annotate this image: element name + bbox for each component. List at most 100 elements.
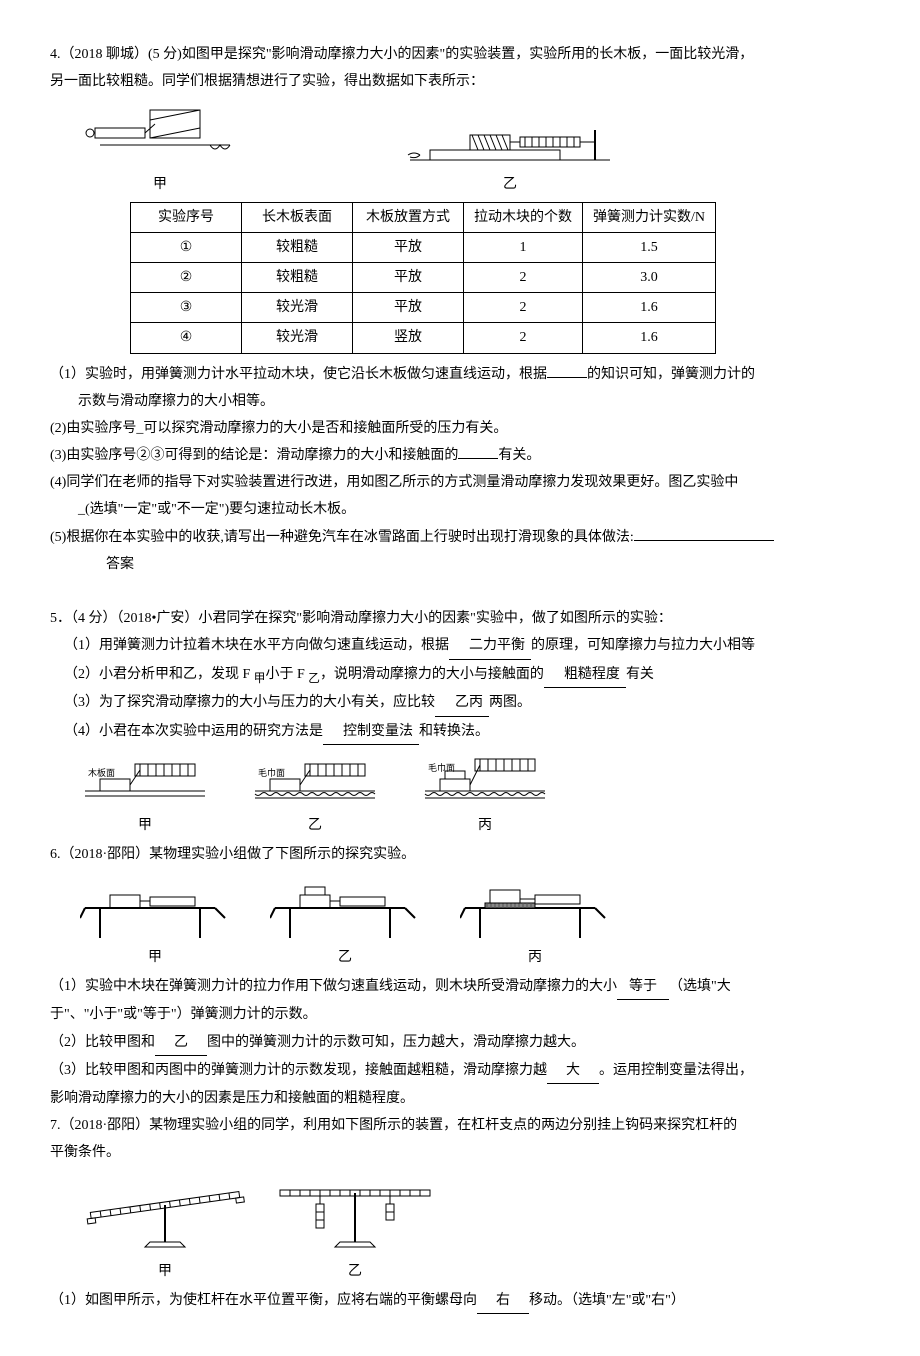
q5-figures: 木板面 甲 毛巾面 乙 [80,751,870,838]
txt: （1）用弹簧测力计拉着木块在水平方向做匀速直线运动，根据 [64,638,449,653]
q4-part3: (3)由实验序号②③可得到的结论是：滑动摩擦力的大小和接触面的 有关。 [50,443,870,468]
answer-fill: 乙 [155,1030,207,1056]
th: 长木板表面 [242,202,353,232]
txt: （3）比较甲图和丙图中的弹簧测力计的示数发现，接触面越粗糙，滑动摩擦力越 [50,1063,547,1078]
td: 2 [464,323,583,353]
txt: 小于 F [265,667,308,682]
sub: 甲 [254,671,266,684]
question-7: 7.（2018·邵阳）某物理实验小组的同学，利用如下图所示的装置，在杠杆支点的两… [50,1113,870,1314]
q6-fig-c: 丙 [460,873,610,970]
q4-fig-yi-label: 乙 [503,172,517,197]
q5-part1: （1）用弹簧测力计拉着木块在水平方向做匀速直线运动，根据二力平衡的原理，可知摩擦… [50,633,870,659]
q4-fig-jia: 甲 [80,100,240,197]
txt: 的知识可知，弹簧测力计的 [587,367,755,382]
friction-setup-icon: 毛巾面 [420,751,550,811]
table-friction-icon [270,873,420,943]
blank[interactable] [458,458,498,459]
question-6: 6.（2018·邵阳）某物理实验小组做了下图所示的探究实验。 甲 [50,842,870,1111]
txt: 图中的弹簧测力计的示数可知，压力越大，滑动摩擦力越大。 [207,1035,585,1050]
txt: ，说明滑动摩擦力的大小与接触面的 [320,667,544,682]
q6-part3-cont: 影响滑动摩擦力的大小的因素是压力和接触面的粗糙程度。 [50,1086,870,1111]
q4-fig-yi: 乙 [400,115,620,197]
q4-part2: (2)由实验序号_可以探究滑动摩擦力的大小是否和接触面所受的压力有关。 [50,416,870,441]
q6-fig-a: 甲 [80,873,230,970]
th: 拉动木块的个数 [464,202,583,232]
q5-fig-c: 毛巾面 丙 [420,751,550,838]
surface-label: 毛巾面 [258,767,285,778]
label: 乙 [308,813,322,838]
td: 较粗糙 [242,262,353,292]
q6-stem: 6.（2018·邵阳）某物理实验小组做了下图所示的探究实验。 [50,842,870,867]
friction-setup-icon: 木板面 [80,756,210,811]
q7-part1: （1）如图甲所示，为使杠杆在水平位置平衡，应将右端的平衡螺母向右移动。（选填"左… [50,1288,870,1314]
th: 弹簧测力计实数/N [583,202,716,232]
th: 木板放置方式 [353,202,464,232]
txt: 有关 [626,667,654,682]
td: 平放 [353,293,464,323]
sub: 乙 [308,671,320,684]
txt: （1）如图甲所示，为使杠杆在水平位置平衡，应将右端的平衡螺母向 [50,1293,477,1308]
txt: 移动。（选填"左"或"右"） [529,1293,685,1308]
td: 1.6 [583,293,716,323]
q6-part1-cont: 于"、"小于"或"等于"）弹簧测力计的示数。 [50,1002,870,1027]
blank[interactable] [547,377,587,378]
q7-figures: 甲 乙 [80,1172,870,1284]
td: 较光滑 [242,323,353,353]
txt: （2）比较甲图和 [50,1035,155,1050]
q7-fig-b: 乙 [270,1172,440,1284]
txt: （4）小君在本次实验中运用的研究方法是 [64,724,323,739]
txt: 有关。 [498,448,540,463]
lever-balanced-icon [270,1172,440,1257]
q5-stem: 5．（4 分）（2018•广安）小君同学在探究"影响滑动摩擦力大小的因素"实验中… [50,606,870,631]
q7-fig-a: 甲 [80,1172,250,1284]
label: 丙 [478,813,492,838]
answer-fill: 二力平衡 [449,633,531,659]
txt: （2）小君分析甲和乙，发现 F [64,667,254,682]
answer-fill: 乙丙 [435,690,489,716]
txt: （1）实验中木块在弹簧测力计的拉力作用下做匀速直线运动，则木块所受滑动摩擦力的大… [50,979,617,994]
q4-figures: 甲 [80,100,870,197]
td: 较光滑 [242,293,353,323]
td: ③ [131,293,242,323]
td: 平放 [353,232,464,262]
txt: 和转换法。 [419,724,489,739]
q6-figures: 甲 乙 [80,873,870,970]
td: 3.0 [583,262,716,292]
spring-scale-block-icon [80,100,240,170]
q6-part3: （3）比较甲图和丙图中的弹簧测力计的示数发现，接触面越粗糙，滑动摩擦力越大。运用… [50,1058,870,1084]
answer-fill: 右 [477,1288,529,1314]
td: 2 [464,293,583,323]
txt: (5)根据你在本实验中的收获,请写出一种避免汽车在冰雪路面上行驶时出现打滑现象的… [50,530,634,545]
q4-fig-jia-label: 甲 [153,172,167,197]
td: ① [131,232,242,262]
question-4: 4.（2018 聊城）(5 分)如图甲是探究"影响滑动摩擦力大小的因素"的实验装… [50,42,870,577]
q6-part1: （1）实验中木块在弹簧测力计的拉力作用下做匀速直线运动，则木块所受滑动摩擦力的大… [50,974,870,1000]
txt: (3)由实验序号②③可得到的结论是：滑动摩擦力的大小和接触面的 [50,448,458,463]
th: 实验序号 [131,202,242,232]
surface-label: 木板面 [88,767,115,778]
table-friction-icon [460,873,610,943]
td: ④ [131,323,242,353]
answer-fill: 控制变量法 [323,719,419,745]
td: 平放 [353,262,464,292]
td: 2 [464,262,583,292]
q5-part3: （3）为了探究滑动摩擦力的大小与压力的大小有关，应比较乙丙两图。 [50,690,870,716]
label: 乙 [338,945,352,970]
txt: 两图。 [489,695,531,710]
txt: （3）为了探究滑动摩擦力的大小与压力的大小有关，应比较 [64,695,435,710]
td: ② [131,262,242,292]
txt: （1）实验时，用弹簧测力计水平拉动木块，使它沿长木板做匀速直线运动，根据 [50,367,547,382]
q7-stem-a: 7.（2018·邵阳）某物理实验小组的同学，利用如下图所示的装置，在杠杆支点的两… [50,1113,870,1138]
txt: （选填"大 [669,979,731,994]
q4-data-table: 实验序号 长木板表面 木板放置方式 拉动木块的个数 弹簧测力计实数/N ①较粗糙… [130,202,716,354]
answer-fill: 粗糙程度 [544,662,626,688]
td: 竖放 [353,323,464,353]
q4-part4-cont: _(选填"一定"或"不一定")要匀速拉动长木板。 [50,497,870,522]
blank[interactable] [634,540,774,541]
table-friction-icon [80,873,230,943]
txt: 的原理，可知摩擦力与拉力大小相等 [531,638,755,653]
q5-fig-b: 毛巾面 乙 [250,756,380,838]
q4-stem-line1: 4.（2018 聊城）(5 分)如图甲是探究"影响滑动摩擦力大小的因素"的实验装… [50,42,870,67]
label: 乙 [348,1259,362,1284]
q6-fig-b: 乙 [270,873,420,970]
